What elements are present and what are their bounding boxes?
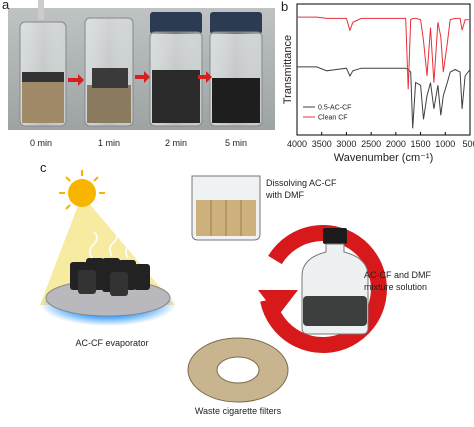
vial-1	[84, 17, 134, 127]
y-axis-label: Transmittance	[282, 35, 294, 104]
time-label: 5 min	[225, 138, 247, 148]
photos	[8, 0, 275, 130]
x-axis-label: Wavenumber (cm⁻¹)	[334, 152, 434, 164]
panel-c-text: Dissolving AC-CF with DMF AC-CF and DMF …	[75, 178, 431, 416]
waste-filter-ring	[187, 337, 289, 403]
vial-3	[209, 12, 263, 127]
panel-label: a	[2, 0, 10, 12]
time-labels: 0 min 1 min 2 min 5 min	[30, 138, 247, 148]
beaker	[191, 175, 261, 241]
dissolving-label: Dissolving AC-CF	[266, 178, 337, 188]
legend-label: 0.5-AC-CF	[318, 105, 351, 112]
vial-0	[19, 0, 67, 127]
arrow-head	[258, 290, 298, 316]
time-label: 1 min	[98, 138, 120, 148]
time-label: 0 min	[30, 138, 52, 148]
x-tick-label: 2500	[361, 139, 381, 149]
evaporator-label: AC-CF evaporator	[75, 338, 148, 348]
legend-label: Clean CF	[318, 115, 348, 122]
spectrum-line	[297, 16, 470, 90]
dissolving-label: with DMF	[265, 190, 305, 200]
x-tick-label: 2000	[386, 139, 406, 149]
cycle-arrow	[260, 225, 387, 353]
ftir-chart: 4000 3500 3000 2500 2000 1500 1000 500 Wavenumbe…	[282, 3, 474, 164]
bottle	[301, 228, 369, 335]
x-tick-label: 3000	[336, 139, 356, 149]
x-tick-label: 3500	[312, 139, 332, 149]
arrows	[68, 71, 212, 86]
waste-label: Waste cigarette filters	[195, 406, 282, 416]
x-tick-label: 4000	[287, 139, 307, 149]
x-tick-label: 1500	[411, 139, 431, 149]
panel-label: c	[40, 160, 47, 175]
time-label: 2 min	[165, 138, 187, 148]
x-tick-label: 1000	[435, 139, 455, 149]
panel-label: b	[281, 0, 288, 14]
mixture-label: AC-CF and DMF	[364, 270, 432, 280]
x-tick-label: 500	[462, 139, 474, 149]
evaporator-illustration	[40, 170, 176, 326]
spectrum-line	[297, 66, 471, 129]
vial-2	[149, 12, 203, 127]
mixture-label: mixture solution	[364, 282, 427, 292]
